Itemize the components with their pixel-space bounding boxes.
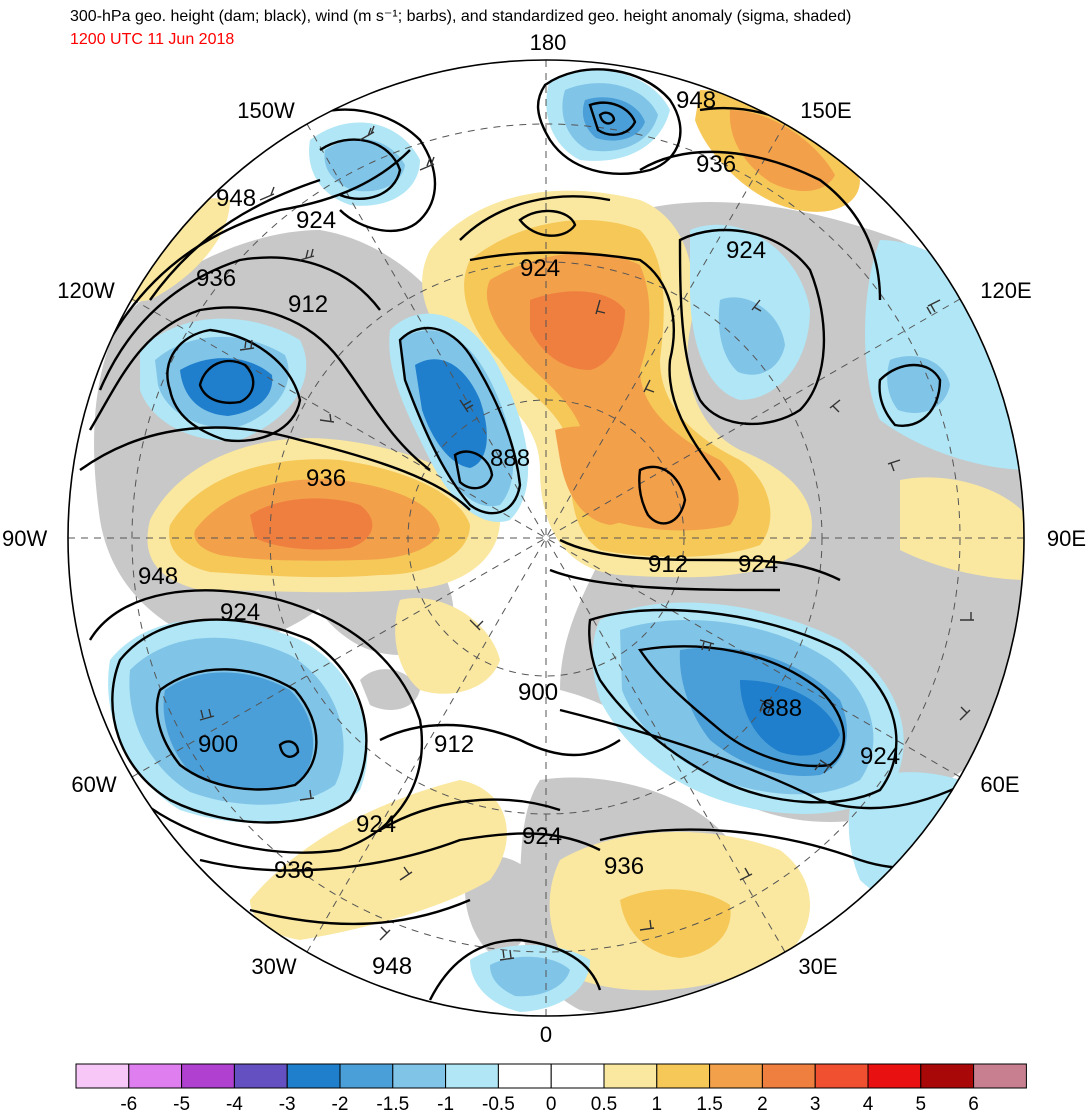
colorbar-tick-label: -1 bbox=[437, 1094, 454, 1112]
contour-labels: 948 936 924 924 948 924 936 912 888 936 … bbox=[138, 87, 900, 980]
contour-label: 924 bbox=[296, 207, 336, 234]
contour-label: 948 bbox=[138, 563, 178, 590]
contour-label: 924 bbox=[520, 255, 560, 282]
colorbar-box bbox=[814, 1063, 869, 1089]
contour-label: 936 bbox=[196, 265, 236, 292]
colorbar-tick-label: 6 bbox=[968, 1094, 979, 1112]
lon-label-90w: 90W bbox=[2, 526, 47, 551]
colorbar-box bbox=[286, 1063, 341, 1089]
contour-label: 912 bbox=[288, 291, 328, 318]
colorbar-tick-label: -3 bbox=[279, 1094, 296, 1112]
colorbar-box bbox=[709, 1063, 763, 1089]
lon-label-30e: 30E bbox=[798, 954, 837, 979]
contour-label: 936 bbox=[274, 857, 314, 884]
contour-label: 912 bbox=[434, 731, 474, 758]
colorbar: -6 -5 -4 -3 -2 -1.5 -1 -0.5 0 0.5 1 1.5 2 3 4 5 6 bbox=[75, 1063, 1027, 1112]
colorbar-tick-label: -5 bbox=[173, 1094, 190, 1112]
contour-label: 912 bbox=[648, 551, 688, 578]
contour-label: 924 bbox=[860, 743, 900, 770]
colorbar-box bbox=[550, 1063, 605, 1089]
colorbar-tick-label: -0.5 bbox=[482, 1094, 515, 1112]
colorbar-box bbox=[75, 1063, 130, 1089]
contour-label: 948 bbox=[216, 185, 256, 212]
contour-label: 900 bbox=[518, 679, 558, 706]
lon-label-150e: 150E bbox=[800, 98, 851, 123]
wind-barbs bbox=[199, 125, 974, 961]
contour-label: 924 bbox=[522, 823, 562, 850]
colorbar-ticks: -6 -5 -4 -3 -2 -1.5 -1 -0.5 0 0.5 1 1.5 2 3 4 5 6 bbox=[120, 1094, 979, 1112]
contour-label: 924 bbox=[738, 551, 778, 578]
colorbar-box bbox=[181, 1063, 235, 1089]
map-disc bbox=[68, 60, 1024, 1016]
contour-label: 924 bbox=[220, 599, 260, 626]
lon-label-120w: 120W bbox=[57, 278, 115, 303]
colorbar-box bbox=[920, 1063, 975, 1089]
map-valid-time: 1200 UTC 11 Jun 2018 bbox=[70, 31, 235, 48]
colorbar-box bbox=[128, 1063, 183, 1089]
lon-label-0: 0 bbox=[540, 1022, 552, 1047]
colorbar-box bbox=[761, 1063, 816, 1089]
colorbar-box bbox=[339, 1063, 394, 1089]
contour-label: 936 bbox=[306, 465, 346, 492]
contour-label: 948 bbox=[372, 953, 412, 980]
colorbar-boxes bbox=[75, 1063, 1027, 1089]
lon-label-120e: 120E bbox=[980, 278, 1031, 303]
contour-label: 888 bbox=[762, 695, 802, 722]
lon-label-180: 180 bbox=[530, 30, 567, 55]
colorbar-tick-label: 4 bbox=[863, 1094, 874, 1112]
contour-label: 924 bbox=[726, 237, 766, 264]
contour-label: 936 bbox=[696, 151, 736, 178]
colorbar-tick-label: -2 bbox=[332, 1094, 349, 1112]
longitude-labels: 180 150E 120E 90E 60E 30E 0 30W 60W 90W … bbox=[2, 30, 1086, 1047]
colorbar-box bbox=[973, 1063, 1027, 1089]
colorbar-tick-label: 3 bbox=[810, 1094, 821, 1112]
colorbar-tick-label: 1.5 bbox=[696, 1094, 722, 1112]
contour-label: 888 bbox=[490, 445, 530, 472]
contour-label: 924 bbox=[356, 811, 396, 838]
map-border bbox=[67, 59, 1025, 1017]
colorbar-box bbox=[392, 1063, 447, 1089]
colorbar-box bbox=[445, 1063, 499, 1089]
colorbar-tick-label: -6 bbox=[120, 1094, 137, 1112]
colorbar-box bbox=[656, 1063, 711, 1089]
colorbar-tick-label: -1.5 bbox=[376, 1094, 409, 1112]
colorbar-box bbox=[233, 1063, 288, 1089]
map-title: 300-hPa geo. height (dam; black), wind (… bbox=[70, 8, 852, 25]
colorbar-tick-label: 1 bbox=[652, 1094, 663, 1112]
colorbar-tick-label: 5 bbox=[916, 1094, 927, 1112]
colorbar-box bbox=[497, 1063, 552, 1089]
colorbar-box bbox=[867, 1063, 922, 1089]
contour-label: 948 bbox=[676, 87, 716, 114]
height-contours bbox=[79, 68, 1021, 1001]
contour-label: 900 bbox=[198, 731, 238, 758]
lon-label-150w: 150W bbox=[237, 98, 295, 123]
colorbar-box bbox=[603, 1063, 658, 1089]
lon-label-60e: 60E bbox=[980, 772, 1019, 797]
colorbar-tick-label: -4 bbox=[226, 1094, 243, 1112]
lon-label-30w: 30W bbox=[251, 954, 296, 979]
lon-label-90e: 90E bbox=[1047, 526, 1086, 551]
lon-label-60w: 60W bbox=[71, 772, 116, 797]
colorbar-tick-label: 0.5 bbox=[591, 1094, 617, 1112]
contour-label: 936 bbox=[604, 853, 644, 880]
graticule bbox=[68, 60, 1024, 1016]
colorbar-tick-label: 2 bbox=[757, 1094, 768, 1112]
colorbar-tick-label: 0 bbox=[546, 1094, 557, 1112]
